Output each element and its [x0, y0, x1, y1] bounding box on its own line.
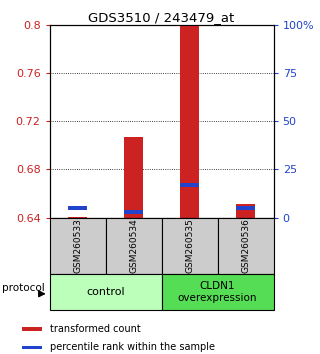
FancyBboxPatch shape [218, 218, 274, 274]
Text: percentile rank within the sample: percentile rank within the sample [50, 342, 215, 352]
Bar [180, 183, 199, 187]
Bar [22, 346, 43, 349]
Bar [236, 205, 255, 218]
FancyBboxPatch shape [162, 218, 218, 274]
FancyBboxPatch shape [50, 274, 162, 310]
Text: transformed count: transformed count [50, 324, 140, 333]
Bar [68, 217, 87, 218]
Bar [180, 25, 199, 218]
Text: GSM260533: GSM260533 [73, 218, 82, 274]
Bar [124, 210, 143, 214]
Text: GSM260534: GSM260534 [129, 219, 138, 273]
Bar [68, 206, 87, 211]
Text: GSM260535: GSM260535 [185, 218, 194, 274]
FancyBboxPatch shape [162, 274, 274, 310]
FancyBboxPatch shape [106, 218, 162, 274]
Bar [124, 137, 143, 218]
Title: GDS3510 / 243479_at: GDS3510 / 243479_at [88, 11, 235, 24]
Text: protocol: protocol [3, 283, 45, 293]
Text: GSM260536: GSM260536 [241, 218, 250, 274]
Bar [22, 327, 43, 331]
Bar [236, 206, 255, 211]
FancyBboxPatch shape [50, 218, 106, 274]
Text: CLDN1
overexpression: CLDN1 overexpression [178, 281, 257, 303]
Text: control: control [86, 287, 125, 297]
